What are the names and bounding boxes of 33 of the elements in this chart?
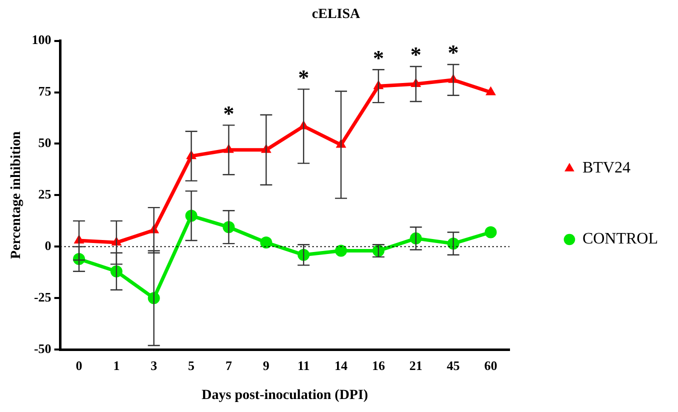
x-tick-label: 0 <box>76 358 82 373</box>
x-tick-label: 7 <box>225 358 232 373</box>
x-axis-title: Days post-inoculation (DPI) <box>202 388 368 404</box>
y-axis-title: Percentage inhibition <box>9 131 24 260</box>
x-tick-label: 16 <box>372 358 386 373</box>
point <box>484 226 497 238</box>
y-tick-label: 100 <box>32 32 52 48</box>
y-tick-label: 25 <box>38 186 52 202</box>
x-tick-label: 60 <box>484 358 498 373</box>
annotation: * <box>223 100 234 126</box>
y-tick-label: -50 <box>34 340 52 356</box>
x-tick-label: 5 <box>188 358 196 373</box>
point <box>486 86 496 96</box>
y-tick-label: 0 <box>44 238 52 254</box>
annotation: * <box>298 64 310 90</box>
legend-label: CONTROL <box>582 230 658 248</box>
x-tick-label: 14 <box>334 358 348 373</box>
y-tick-label: 50 <box>38 135 52 150</box>
point <box>260 236 272 249</box>
point <box>335 244 348 257</box>
x-tick-label: 21 <box>409 358 422 373</box>
x-tick-label: 1 <box>113 358 120 373</box>
annotation: * <box>410 42 422 68</box>
x-tick-label: 3 <box>150 358 158 373</box>
y-tick-label: 75 <box>38 84 52 99</box>
x-tick-label: 11 <box>297 358 310 373</box>
x-tick-label: 9 <box>262 358 270 373</box>
annotation: * <box>372 45 384 70</box>
annotation: * <box>448 40 459 66</box>
y-tick-label: -25 <box>34 289 52 304</box>
chart-title: cELISA <box>312 7 362 22</box>
x-tick-label: 45 <box>446 358 460 373</box>
legend-label: BTV24 <box>582 160 630 177</box>
